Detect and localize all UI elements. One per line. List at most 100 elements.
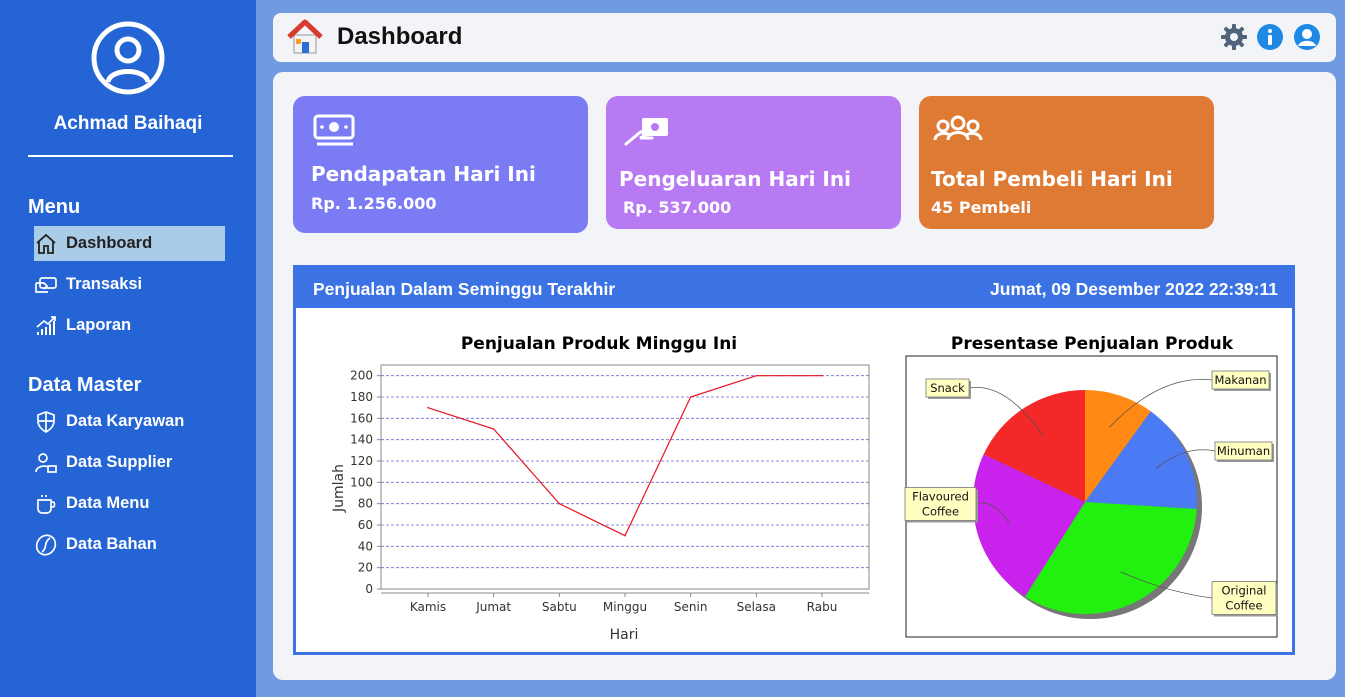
pie-slice-label: Coffee bbox=[922, 505, 959, 519]
pie-slice bbox=[1024, 502, 1197, 614]
data-point bbox=[558, 502, 561, 505]
y-axis-label: Jumlah bbox=[331, 464, 347, 513]
user-account-icon[interactable] bbox=[1293, 23, 1321, 51]
settings-gear-icon[interactable] bbox=[1220, 23, 1248, 51]
y-tick-label: 0 bbox=[365, 582, 373, 596]
y-tick-label: 20 bbox=[358, 561, 373, 575]
user-avatar-icon bbox=[91, 21, 165, 95]
chart-title: Penjualan Produk Minggu Ini bbox=[461, 334, 737, 354]
data-point bbox=[492, 428, 495, 430]
pie-slice bbox=[983, 390, 1085, 502]
info-icon[interactable] bbox=[1256, 23, 1284, 51]
y-tick-label: 120 bbox=[350, 454, 373, 468]
y-tick-label: 180 bbox=[350, 390, 373, 404]
data-point bbox=[427, 406, 429, 409]
chart-title: Presentase Penjualan Produk bbox=[951, 334, 1234, 354]
pie-slice-label: Coffee bbox=[1225, 599, 1262, 613]
page-title: Dashboard bbox=[337, 23, 463, 50]
y-tick-label: 200 bbox=[350, 369, 373, 383]
customer-card: Total Pembeli Hari Ini 45 Pembeli bbox=[919, 96, 1214, 229]
pie-slice-label: Makanan bbox=[1214, 373, 1266, 387]
coffee-bean-icon bbox=[35, 533, 57, 556]
pie-slice-label: Original bbox=[1221, 584, 1266, 598]
home-icon bbox=[36, 233, 56, 254]
pie-label-leader bbox=[968, 386, 1044, 437]
card-title: Pendapatan Hari Ini bbox=[311, 162, 536, 186]
x-axis-label: Hari bbox=[610, 627, 639, 643]
sidebar-item-label: Data Bahan bbox=[66, 535, 157, 553]
sidebar-item-label: Transaksi bbox=[66, 275, 143, 293]
menu-section-title: Menu bbox=[28, 196, 81, 218]
plot-area bbox=[380, 364, 870, 590]
shield-icon bbox=[37, 410, 55, 433]
x-tick-label: Minggu bbox=[603, 600, 647, 614]
sidebar-item-laporan[interactable]: Laporan bbox=[34, 308, 225, 343]
header-bar: Dashboard bbox=[273, 13, 1336, 62]
cash-icon bbox=[313, 114, 355, 146]
x-tick-label: Kamis bbox=[410, 600, 446, 614]
money-transfer-icon bbox=[35, 276, 57, 293]
sidebar-item-label: Data Menu bbox=[66, 494, 150, 512]
card-title: Total Pembeli Hari Ini bbox=[931, 167, 1173, 191]
y-tick-label: 40 bbox=[358, 539, 373, 553]
income-card: Pendapatan Hari Ini Rp. 1.256.000 bbox=[293, 96, 588, 233]
sidebar-item-label: Dashboard bbox=[66, 234, 153, 252]
hand-money-icon bbox=[624, 118, 668, 146]
sidebar-item-dashboard[interactable]: Dashboard bbox=[34, 226, 225, 261]
pie-label-leader bbox=[1108, 379, 1213, 428]
card-value: 45 Pembeli bbox=[931, 198, 1032, 217]
supplier-icon bbox=[35, 452, 57, 473]
pie-label-box bbox=[1211, 581, 1277, 615]
pie-slice-label: Snack bbox=[930, 381, 965, 395]
card-title: Pengeluaran Hari Ini bbox=[619, 167, 851, 191]
x-tick-label: Rabu bbox=[807, 600, 838, 614]
pie-label-leader bbox=[1155, 449, 1216, 469]
master-section-title: Data Master bbox=[28, 374, 142, 396]
y-tick-label: 80 bbox=[358, 497, 373, 511]
weekly-sales-title: Penjualan Dalam Seminggu Terakhir bbox=[313, 279, 616, 299]
people-group-icon bbox=[933, 115, 983, 141]
y-tick-label: 160 bbox=[350, 411, 373, 425]
card-value: Rp. 1.256.000 bbox=[311, 194, 437, 213]
sidebar-divider bbox=[28, 155, 233, 157]
data-point bbox=[755, 374, 758, 377]
card-value: Rp. 537.000 bbox=[623, 198, 732, 217]
weekly-sales-panel: Penjualan Dalam Seminggu Terakhir Jumat,… bbox=[293, 265, 1295, 655]
data-point bbox=[689, 396, 692, 398]
sidebar: Achmad Baihaqi Menu Dashboard Transaksi … bbox=[0, 0, 256, 697]
house-icon bbox=[287, 19, 323, 54]
chart-growth-icon bbox=[36, 315, 56, 335]
line-chart: Penjualan Produk Minggu Ini 0 20 40 60 80 100… bbox=[331, 334, 870, 643]
data-point bbox=[624, 534, 626, 537]
pie-slice bbox=[973, 454, 1085, 597]
pie-slice-label: Minuman bbox=[1217, 444, 1270, 458]
pie-label-box bbox=[904, 487, 977, 521]
sidebar-item-label: Data Supplier bbox=[66, 453, 173, 471]
y-tick-label: 140 bbox=[350, 433, 373, 447]
pie-label-box bbox=[925, 378, 970, 398]
x-tick-label: Senin bbox=[674, 600, 708, 614]
pie-slice bbox=[1085, 390, 1151, 502]
x-tick-label: Jumat bbox=[475, 600, 511, 614]
user-name: Achmad Baihaqi bbox=[53, 113, 203, 134]
pie-chart: Presentase Penjualan Produk Makanan Minum… bbox=[904, 334, 1278, 638]
pie-label-box bbox=[1211, 370, 1270, 390]
sidebar-item-label: Laporan bbox=[66, 316, 132, 334]
cup-icon bbox=[37, 494, 56, 514]
sidebar-item-data-karyawan[interactable]: Data Karyawan bbox=[34, 404, 225, 439]
x-tick-label: Selasa bbox=[737, 600, 776, 614]
pie-slice-label: Flavoured bbox=[912, 490, 969, 504]
y-tick-label: 100 bbox=[350, 475, 373, 489]
data-point bbox=[821, 374, 823, 377]
pie-slice bbox=[1085, 411, 1197, 510]
sidebar-item-data-supplier[interactable]: Data Supplier bbox=[34, 445, 225, 480]
pie-label-box bbox=[1214, 441, 1273, 461]
sidebar-item-data-bahan[interactable]: Data Bahan bbox=[34, 527, 225, 562]
weekly-sales-header: Penjualan Dalam Seminggu Terakhir Jumat,… bbox=[296, 268, 1292, 308]
pie-label-leader bbox=[1120, 571, 1213, 599]
pie-label-leader bbox=[975, 502, 1011, 525]
sidebar-item-data-menu[interactable]: Data Menu bbox=[34, 486, 225, 521]
sidebar-item-transaksi[interactable]: Transaksi bbox=[34, 267, 225, 302]
current-datetime: Jumat, 09 Desember 2022 22:39:11 bbox=[990, 279, 1278, 299]
sidebar-item-label: Data Karyawan bbox=[66, 412, 185, 430]
